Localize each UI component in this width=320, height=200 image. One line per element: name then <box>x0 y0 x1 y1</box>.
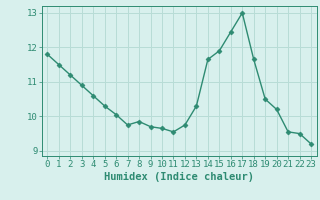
X-axis label: Humidex (Indice chaleur): Humidex (Indice chaleur) <box>104 172 254 182</box>
